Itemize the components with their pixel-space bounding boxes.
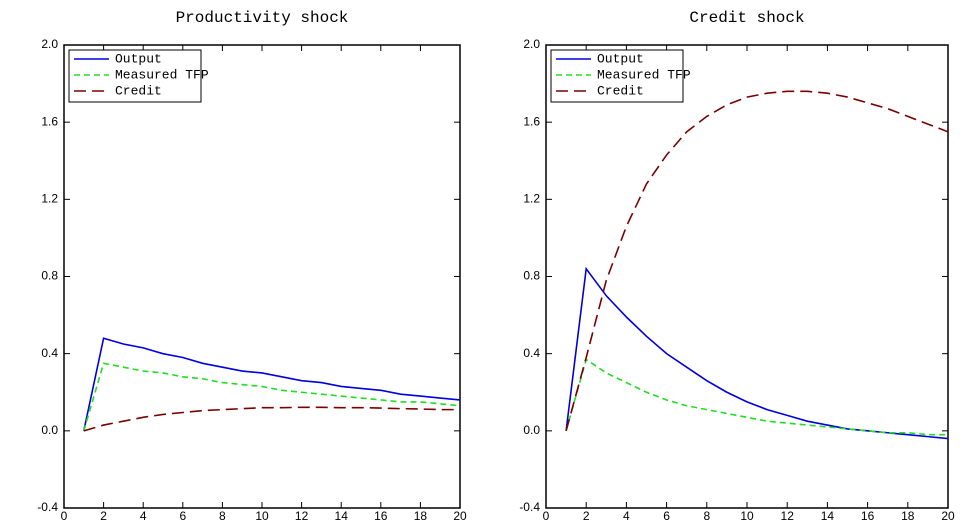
x-tick-label: 18 xyxy=(414,509,428,523)
y-tick-label: 2.0 xyxy=(523,37,540,51)
series-line xyxy=(565,90,949,432)
x-tick-label: 14 xyxy=(821,509,835,523)
y-tick-label: 0.4 xyxy=(41,346,58,360)
y-tick-label: -0.4 xyxy=(519,500,540,514)
x-tick-label: 10 xyxy=(255,509,269,523)
x-tick-label: 8 xyxy=(703,509,710,523)
x-tick-label: 0 xyxy=(543,509,550,523)
series-line xyxy=(83,362,461,432)
x-tick-label: 6 xyxy=(663,509,670,523)
plot-frame xyxy=(545,44,949,509)
series-line xyxy=(565,266,949,440)
y-tick-label: 1.6 xyxy=(41,114,58,128)
x-tick-label: 18 xyxy=(901,509,915,523)
y-tick-label: 1.6 xyxy=(523,114,540,128)
chart-title: Productivity shock xyxy=(176,9,349,27)
y-tick-label: 0.8 xyxy=(41,269,58,283)
legend-label: Output xyxy=(597,51,644,66)
y-tick-label: 0.4 xyxy=(523,346,540,360)
x-tick-label: 12 xyxy=(781,509,795,523)
x-tick-label: 20 xyxy=(941,509,955,523)
x-tick-label: 4 xyxy=(140,509,147,523)
y-tick-label: 1.2 xyxy=(41,192,58,206)
x-tick-label: 10 xyxy=(740,509,754,523)
x-tick-label: 20 xyxy=(453,509,467,523)
legend-label: Measured TFP xyxy=(115,67,209,82)
x-tick-label: 8 xyxy=(219,509,226,523)
y-tick-label: 0.8 xyxy=(523,269,540,283)
series-line xyxy=(565,358,948,436)
y-tick-label: -0.4 xyxy=(37,500,58,514)
y-tick-label: 0.0 xyxy=(523,423,540,437)
legend-label: Credit xyxy=(115,83,162,98)
x-tick-label: 0 xyxy=(61,509,68,523)
x-tick-label: 16 xyxy=(374,509,388,523)
y-tick-label: 1.2 xyxy=(523,192,540,206)
x-tick-label: 14 xyxy=(335,509,349,523)
x-tick-label: 16 xyxy=(861,509,875,523)
x-tick-label: 2 xyxy=(100,509,107,523)
series-line xyxy=(83,406,460,432)
legend-label: Output xyxy=(115,51,162,66)
x-tick-label: 2 xyxy=(583,509,590,523)
legend-label: Credit xyxy=(597,83,644,98)
x-tick-label: 6 xyxy=(179,509,186,523)
series-line xyxy=(83,337,461,432)
x-tick-label: 4 xyxy=(623,509,630,523)
legend-label: Measured TFP xyxy=(597,67,691,82)
plot-frame xyxy=(63,44,461,509)
y-tick-label: 0.0 xyxy=(41,423,58,437)
y-tick-label: 2.0 xyxy=(41,37,58,51)
x-tick-label: 12 xyxy=(295,509,309,523)
chart-title: Credit shock xyxy=(689,9,804,27)
